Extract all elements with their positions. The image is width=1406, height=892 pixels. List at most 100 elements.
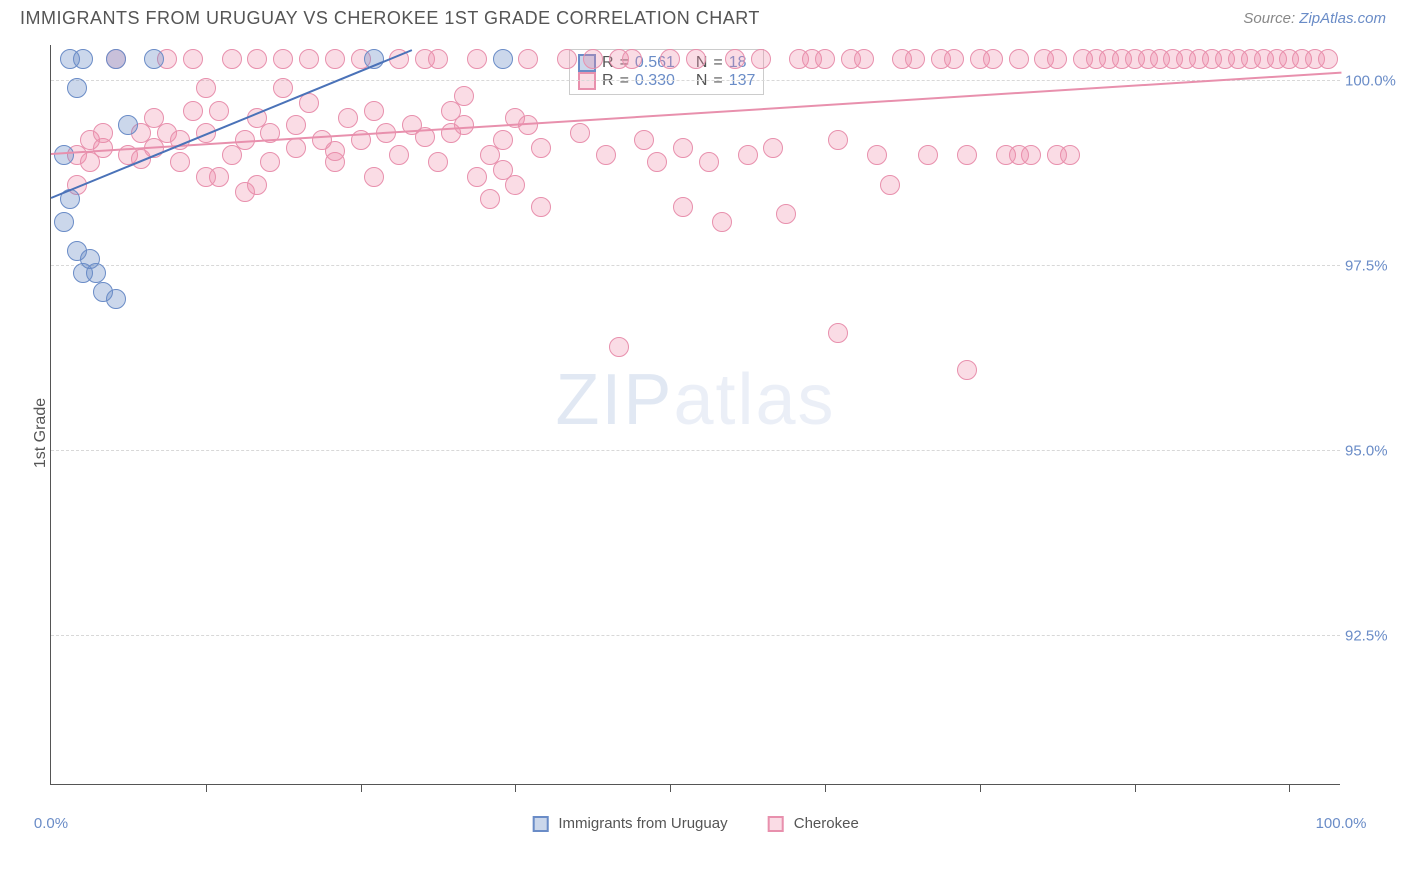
pink-point [880,175,900,195]
pink-point [647,152,667,172]
pink-point [170,152,190,172]
pink-point [364,101,384,121]
pink-point [583,49,603,69]
pink-point [493,130,513,150]
blue-point [67,78,87,98]
legend-label-blue: Immigrants from Uruguay [558,815,727,832]
pink-point [531,138,551,158]
r-label: R [602,72,614,90]
equals-sign: = [620,72,629,90]
pink-point [467,49,487,69]
pink-point [247,49,267,69]
pink-point [725,49,745,69]
pink-point [776,204,796,224]
n-value-pink: 137 [729,72,756,90]
pink-point [1009,145,1029,165]
x-tick [206,784,207,792]
pink-point [1047,49,1067,69]
x-tick [980,784,981,792]
blue-point [144,49,164,69]
pink-point [673,138,693,158]
legend-swatch-pink-icon [768,816,784,832]
pink-point [196,167,216,187]
pink-point [454,86,474,106]
pink-point [93,123,113,143]
bottom-legend: Immigrants from Uruguay Cherokee [532,815,859,832]
y-tick-label: 97.5% [1345,258,1400,275]
pink-point [815,49,835,69]
pink-point [467,167,487,187]
x-tick [1289,784,1290,792]
pink-point [325,49,345,69]
pink-point [622,49,642,69]
grid-line [51,265,1340,266]
pink-point [518,115,538,135]
pink-point [609,337,629,357]
pink-point [247,175,267,195]
n-label: N [696,72,708,90]
pink-point [751,49,771,69]
equals-sign: = [713,54,722,72]
pink-point [286,115,306,135]
pink-point [286,138,306,158]
pink-point [1318,49,1338,69]
header: IMMIGRANTS FROM URUGUAY VS CHEROKEE 1ST … [0,0,1406,33]
blue-point [106,49,126,69]
pink-point [1009,49,1029,69]
equals-sign: = [713,72,722,90]
pink-point [183,101,203,121]
pink-point [918,145,938,165]
grid-line [51,450,1340,451]
pink-point [828,130,848,150]
pink-point [957,360,977,380]
pink-point [712,212,732,232]
grid-line [51,80,1340,81]
pink-point [596,145,616,165]
y-tick-label: 92.5% [1345,628,1400,645]
pink-point [905,49,925,69]
blue-point [73,49,93,69]
x-tick [1135,784,1136,792]
pink-point [660,49,680,69]
x-tick [515,784,516,792]
pink-point [570,123,590,143]
pink-point [854,49,874,69]
stats-row-pink: R = 0.330 N = 137 [578,72,755,90]
legend-label-pink: Cherokee [794,815,859,832]
pink-point [531,197,551,217]
pink-point [273,78,293,98]
blue-point [54,145,74,165]
pink-point [699,152,719,172]
pink-point [957,145,977,165]
source-prefix: Source: [1243,10,1299,27]
blue-point [106,289,126,309]
x-tick [825,784,826,792]
source-label: Source: ZipAtlas.com [1243,10,1386,27]
pink-point [299,49,319,69]
pink-point [557,49,577,69]
blue-point [493,49,513,69]
pink-point [673,197,693,217]
x-tick-label: 100.0% [1316,815,1367,832]
pink-point [338,108,358,128]
plot-area: ZIPatlas R = 0.561 N = 18 R = 0.330 N = [50,45,1340,785]
source-link[interactable]: ZipAtlas.com [1299,10,1386,27]
pink-point [454,115,474,135]
pink-point [518,49,538,69]
x-tick-label: 0.0% [34,815,68,832]
pink-point [480,189,500,209]
pink-point [183,49,203,69]
y-axis-label: 1st Grade [32,398,50,468]
pink-point [828,323,848,343]
pink-point [428,152,448,172]
pink-point [738,145,758,165]
pink-point [983,49,1003,69]
pink-point [222,49,242,69]
legend-item-pink: Cherokee [768,815,859,832]
grid-line [51,635,1340,636]
pink-point [389,145,409,165]
watermark-part-a: ZIP [555,360,673,440]
x-tick [361,784,362,792]
y-tick-label: 95.0% [1345,443,1400,460]
watermark-part-b: atlas [673,360,835,440]
